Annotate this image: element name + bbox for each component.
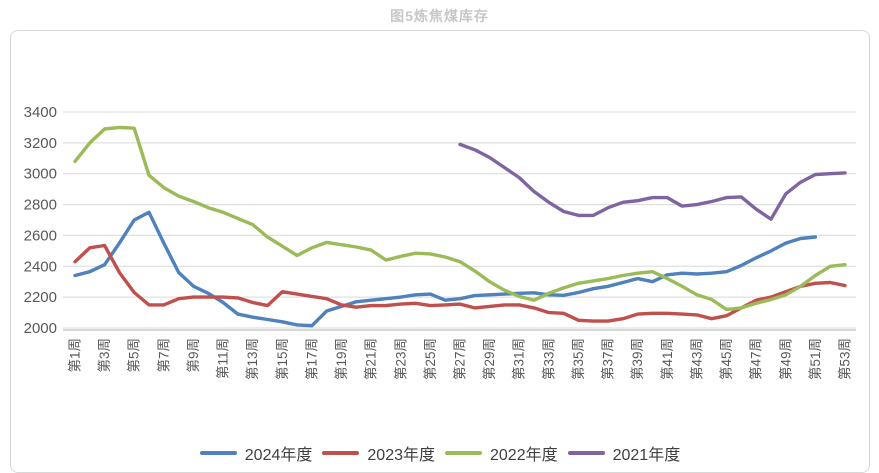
x-axis-tick-label: 第9周 — [185, 338, 201, 373]
x-axis-tick-label: 第47周 — [748, 338, 764, 380]
legend-swatch-icon — [445, 450, 482, 456]
y-axis-tick-label: 3400 — [24, 104, 57, 121]
series-line-2022年度 — [73, 125, 847, 312]
series-line-2024年度 — [73, 210, 818, 328]
x-axis-tick-label: 第11周 — [215, 338, 231, 379]
x-axis-tick-label: 第49周 — [777, 338, 793, 380]
x-axis-tick-label: 第13周 — [244, 338, 260, 380]
y-axis-tick-label: 2200 — [24, 289, 57, 306]
series-line-2021年度 — [458, 142, 847, 221]
y-axis-tick-label: 2400 — [24, 258, 57, 275]
legend-label: 2024年度 — [244, 447, 313, 464]
legend-label: 2022年度 — [490, 447, 558, 464]
legend-swatch-icon — [322, 450, 360, 456]
x-axis-tick-label: 第53周 — [837, 338, 853, 380]
x-axis-tick-label: 第21周 — [363, 338, 379, 380]
x-axis-tick-label: 第23周 — [392, 338, 408, 380]
legend-item-2024年度: 2024年度 — [199, 441, 313, 465]
legend-swatch-icon — [199, 450, 237, 456]
chart-title: 图5炼焦煤库存 — [390, 8, 489, 24]
x-axis-tick-label: 第51周 — [807, 338, 823, 380]
x-axis-tick-label: 第31周 — [511, 338, 527, 380]
legend-item-2021年度: 2021年度 — [567, 441, 681, 465]
legend-item-2023年度: 2023年度 — [322, 441, 435, 465]
x-axis-tick-label: 第17周 — [303, 338, 319, 380]
x-axis-tick-label: 第43周 — [688, 338, 704, 380]
x-axis-tick-label: 第7周 — [155, 338, 171, 373]
legend-label: 2023年度 — [367, 447, 435, 464]
y-axis-tick-label: 3000 — [24, 166, 57, 183]
x-axis-tick-label: 第1周 — [67, 338, 83, 373]
x-axis-tick-label: 第35周 — [570, 338, 586, 380]
y-axis-tick-label: 2600 — [24, 227, 57, 244]
chart-container: 3400 3200 3000 2800 2600 2400 2200 2000 第1周 第3周 第5… — [10, 30, 870, 473]
legend-item-2022年度: 2022年度 — [445, 441, 558, 465]
x-axis-tick-label: 第41周 — [659, 338, 675, 380]
x-axis-tick-label: 第5周 — [126, 338, 142, 373]
x-axis-tick-label: 第33周 — [540, 338, 556, 380]
series-line-2023年度 — [73, 243, 847, 323]
x-axis-tick-label: 第29周 — [481, 338, 497, 380]
x-axis-tick-label: 第39周 — [629, 338, 645, 380]
x-axis-tick-label: 第25周 — [422, 338, 438, 380]
y-axis-tick-label: 3200 — [24, 135, 57, 152]
legend-label: 2021年度 — [612, 447, 681, 464]
legend-swatch-icon — [567, 450, 605, 456]
chart-legend: 2024年度 2023年度 2022年度 2021年度 — [11, 441, 869, 465]
y-axis-tick-label: 2800 — [24, 197, 57, 214]
x-axis-tick-label: 第45周 — [718, 338, 734, 380]
x-axis-tick-label: 第3周 — [96, 338, 112, 373]
y-axis-tick-label: 2000 — [24, 320, 57, 337]
x-axis-tick-label: 第37周 — [600, 338, 616, 380]
x-axis-tick-label: 第15周 — [274, 338, 290, 380]
x-axis-tick-label: 第27周 — [452, 338, 468, 380]
x-axis-tick-label: 第19周 — [333, 338, 349, 380]
